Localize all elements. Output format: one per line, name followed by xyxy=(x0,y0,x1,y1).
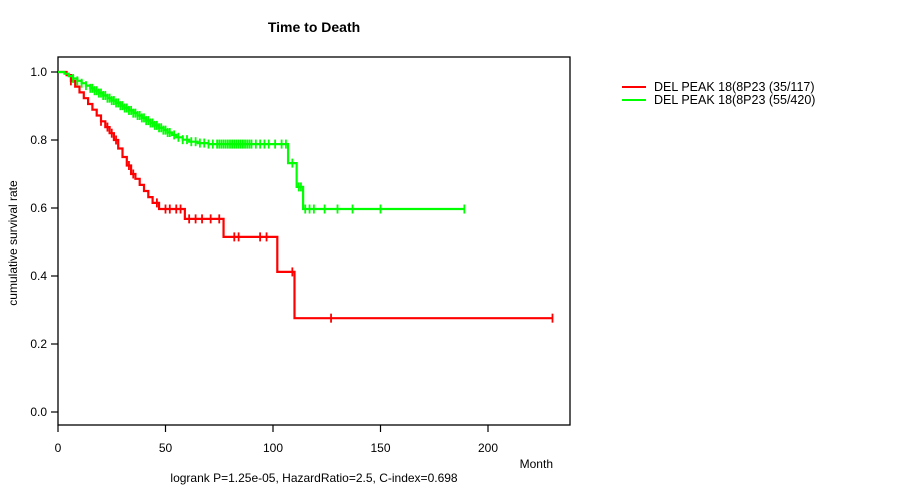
legend-line-red xyxy=(622,85,646,88)
y-tick-label: 0.4 xyxy=(30,269,47,283)
y-tick-label: 0.6 xyxy=(30,201,47,215)
chart-title: Time to Death xyxy=(267,19,361,35)
x-tick-label: 200 xyxy=(478,441,498,455)
legend-line-green xyxy=(622,98,646,101)
legend: DEL PEAK 18(8P23 (35/117) DEL PEAK 18(8P… xyxy=(622,79,816,107)
survival-curve-red xyxy=(58,70,553,320)
x-tick-label: 50 xyxy=(159,441,173,455)
y-tick-label: 0.8 xyxy=(30,133,47,147)
x-axis-label: Month xyxy=(519,457,553,471)
plot-frame xyxy=(57,56,571,426)
stats-footnote: logrank P=1.25e-05, HazardRatio=2.5, C-i… xyxy=(170,471,458,485)
legend-item: DEL PEAK 18(8P23 (35/117) xyxy=(622,79,815,94)
y-tick-label: 1.0 xyxy=(30,65,47,79)
x-tick-label: 150 xyxy=(370,441,390,455)
legend-item: DEL PEAK 18(8P23 (55/420) xyxy=(622,92,816,107)
y-tick-label: 0.0 xyxy=(30,405,47,419)
legend-label-red: DEL PEAK 18(8P23 (35/117) xyxy=(654,79,815,94)
y-tick-label: 0.2 xyxy=(30,337,47,351)
x-tick-label: 0 xyxy=(55,441,62,455)
x-tick-label: 100 xyxy=(263,441,283,455)
legend-label-green: DEL PEAK 18(8P23 (55/420) xyxy=(654,92,816,107)
